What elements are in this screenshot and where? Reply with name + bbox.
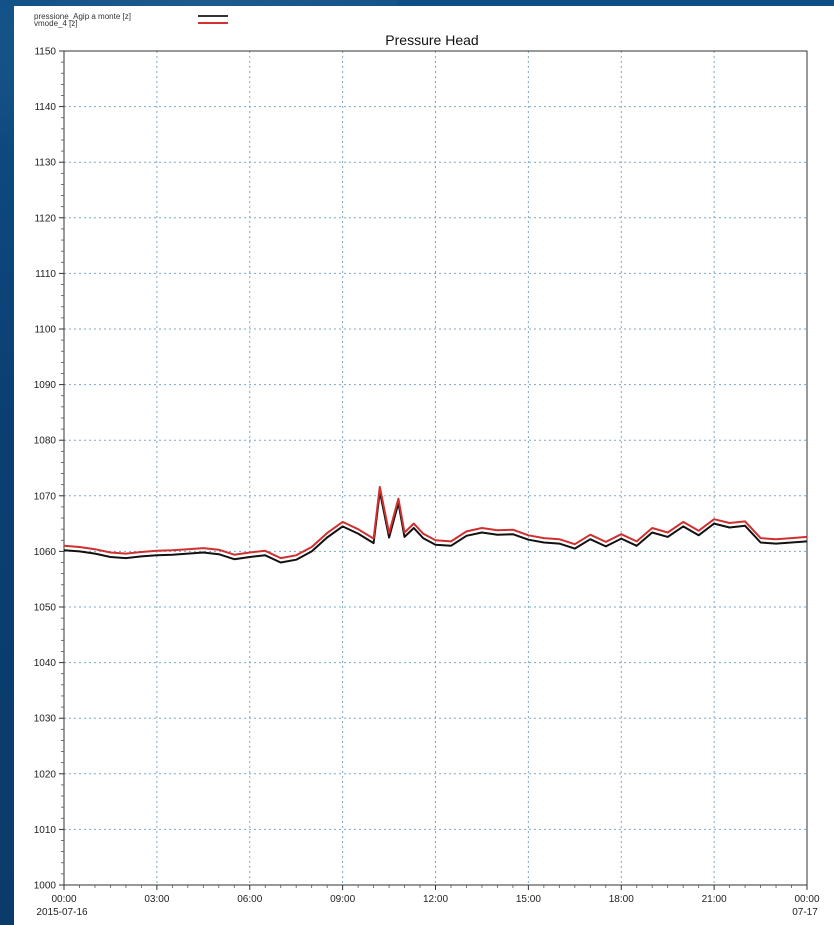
y-tick-label: 1070 [34,491,57,502]
y-tick-label: 1030 [34,714,57,725]
legend-label: vmode_4 [z] [34,19,78,28]
y-tick-label: 1120 [34,213,56,224]
y-tick-label: 1050 [34,603,57,614]
y-tick-label: 1150 [34,47,56,58]
y-ticks: 1000 1010 1020 1030 1040 1050 1060 1070 1080 1090… [34,47,64,892]
y-tick-label: 1100 [34,325,56,336]
y-tick-label: 1140 [34,102,56,113]
x-tick-label: 18:00 [609,894,634,905]
y-tick-label: 1060 [34,547,57,558]
chart-title: Pressure Head [385,32,478,48]
x-tick-sublabel: 07-17 [792,907,818,918]
series-line-vmode [63,485,808,560]
chart-panel: 1000 1010 1020 1030 1040 1050 1060 1070 1080 1090… [14,6,834,925]
y-tick-label: 1080 [34,436,57,447]
y-tick-label: 1020 [34,769,57,780]
series-line-pressione [63,490,808,564]
y-tick-label: 1000 [34,881,57,892]
x-tick-label: 21:00 [702,894,727,905]
x-tick-label: 00:00 [794,894,819,905]
grid [64,51,807,885]
y-tick-label: 1110 [35,269,56,280]
x-tick-sublabel: 2015-07-16 [36,907,88,918]
pressure-head-chart: 1000 1010 1020 1030 1040 1050 1060 1070 1080 1090… [34,12,820,918]
x-tick-label: 12:00 [423,894,448,905]
x-ticks: 00:00 2015-07-16 03:00 06:00 09:00 12:00 15:00… [36,885,820,918]
legend: pressione_Agip a monte [z]vmode_4 [z] [34,12,228,28]
x-tick-label: 15:00 [516,894,541,905]
x-tick-label: 00:00 [51,894,76,905]
x-tick-label: 06:00 [237,894,262,905]
legend-label: pressione_Agip a monte [z] [34,12,131,21]
x-tick-label: 03:00 [144,894,169,905]
series-group [63,485,808,564]
y-tick-label: 1130 [34,158,56,169]
y-tick-label: 1040 [34,658,57,669]
y-tick-label: 1010 [34,825,57,836]
x-tick-label: 09:00 [330,894,355,905]
y-tick-label: 1090 [34,380,57,391]
